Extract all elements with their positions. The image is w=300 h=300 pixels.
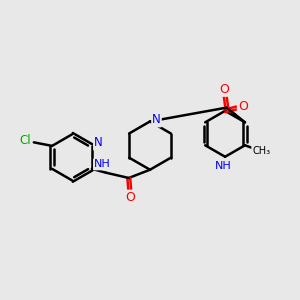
Text: NH: NH bbox=[94, 159, 111, 170]
Text: NH: NH bbox=[215, 161, 232, 171]
Text: O: O bbox=[125, 190, 135, 204]
Text: N: N bbox=[152, 113, 161, 127]
Text: O: O bbox=[238, 100, 248, 113]
Text: O: O bbox=[219, 83, 229, 96]
Text: CH₃: CH₃ bbox=[252, 146, 270, 156]
Text: Cl: Cl bbox=[19, 134, 31, 147]
Text: N: N bbox=[94, 136, 103, 149]
